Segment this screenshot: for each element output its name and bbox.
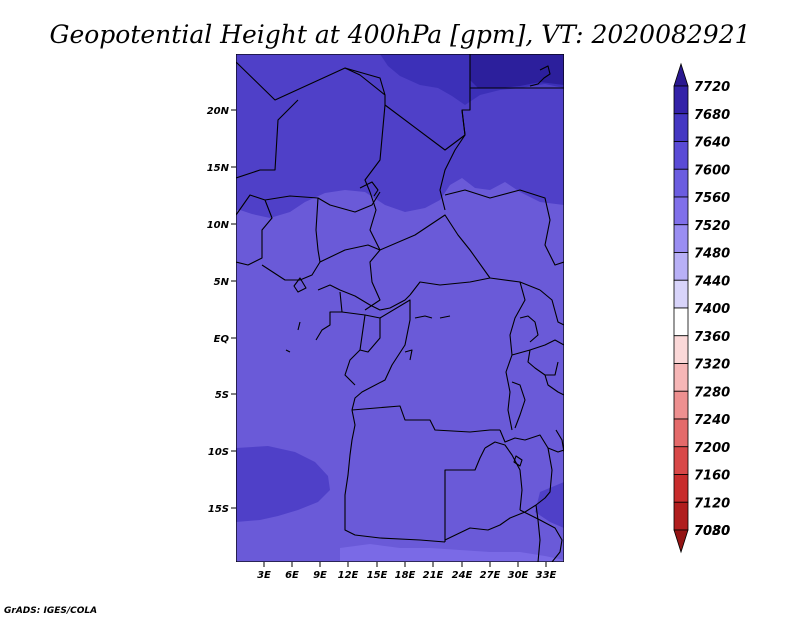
colorbar-label: 7080 (694, 524, 730, 539)
lon-tick-label: 21E (423, 570, 444, 581)
fill-7600-southeast (535, 482, 564, 528)
lon-tick-label: 15E (367, 570, 388, 581)
colorbar-label: 7440 (694, 274, 730, 289)
lon-tick-label: 18E (395, 570, 416, 581)
colorbar: 7720 7680 7640 7600 7560 7520 7480 7440 7400 7360… (673, 62, 730, 554)
colorbar-segment (673, 168, 689, 198)
map-panel (236, 54, 564, 562)
lat-tick-label: 10N (207, 220, 230, 231)
colorbar-label: 7200 (694, 441, 730, 456)
colorbar-label: 7560 (694, 191, 730, 206)
colorbar-label: 7720 (694, 80, 730, 95)
lon-tick-label: 30E (508, 570, 529, 581)
fill-7600-north (236, 54, 564, 218)
fill-7600-southwest (236, 446, 330, 522)
colorbar-label: 7520 (694, 219, 730, 234)
colorbar-label: 7600 (694, 163, 730, 178)
colorbar-segment (673, 307, 689, 337)
lon-tick-label: 33E (536, 570, 557, 581)
colorbar-label: 7360 (694, 330, 730, 345)
grads-credit: GrADS: IGES/COLA (4, 606, 97, 616)
lon-tick-label: 6E (285, 570, 299, 581)
fill-7680-north (470, 54, 564, 88)
colorbar-label: 7400 (694, 302, 730, 317)
colorbar-segment (673, 196, 689, 226)
colorbar-label: 7480 (694, 247, 730, 262)
colorbar-label: 7030 (694, 524, 730, 539)
lat-tick-label: EQ (214, 334, 230, 345)
colorbar-segment (673, 446, 689, 475)
colorbar-label: 7120 (694, 496, 730, 511)
lon-tick-label: 24E (452, 570, 473, 581)
lat-tick-label: 15N (207, 163, 230, 174)
lat-axis: 20N 15N 10N 5N EQ 5S 10S 15S (207, 106, 236, 515)
lat-tick-label: 5S (215, 390, 229, 401)
lat-tick-label: 15S (208, 504, 229, 515)
lon-tick-label: 9E (313, 570, 327, 581)
lon-tick-label: 12E (338, 570, 359, 581)
colorbar-label: 7240 (694, 413, 730, 428)
lon-tick-label: 3E (257, 570, 271, 581)
colorbar-segment (673, 335, 689, 364)
colorbar-segment (673, 85, 689, 115)
country-borders (236, 54, 564, 562)
colorbar-segment (673, 252, 689, 281)
colorbar-label: 7320 (694, 358, 730, 373)
colorbar-label: 7640 (694, 136, 730, 151)
colorbar-segment (673, 418, 689, 448)
colorbar-segment (673, 363, 689, 392)
lon-axis: 3E 6E 9E 12E 15E 18E 21E 24E 27E 30E 33E (257, 562, 557, 581)
colorbar-arrow-bottom (673, 529, 689, 554)
colorbar-segment (673, 224, 689, 253)
lat-tick-label: 20N (207, 106, 230, 117)
colorbar-segment (673, 141, 689, 170)
lat-tick-label: 5N (214, 277, 230, 288)
colorbar-segment (673, 279, 689, 309)
colorbar-label: 7160 (694, 469, 730, 484)
lat-tick-label: 10S (208, 447, 229, 458)
colorbar-segment (673, 501, 689, 531)
colorbar-segment (673, 113, 689, 142)
colorbar-segment (673, 390, 689, 420)
colorbar-segment (673, 474, 689, 503)
lon-tick-label: 27E (480, 570, 501, 581)
colorbar-label: 7680 (694, 108, 730, 123)
fill-7520-south (340, 544, 564, 562)
map-title: Geopotential Height at 400hPa [gpm], VT:… (49, 20, 750, 49)
colorbar-label: 7280 (694, 385, 730, 400)
